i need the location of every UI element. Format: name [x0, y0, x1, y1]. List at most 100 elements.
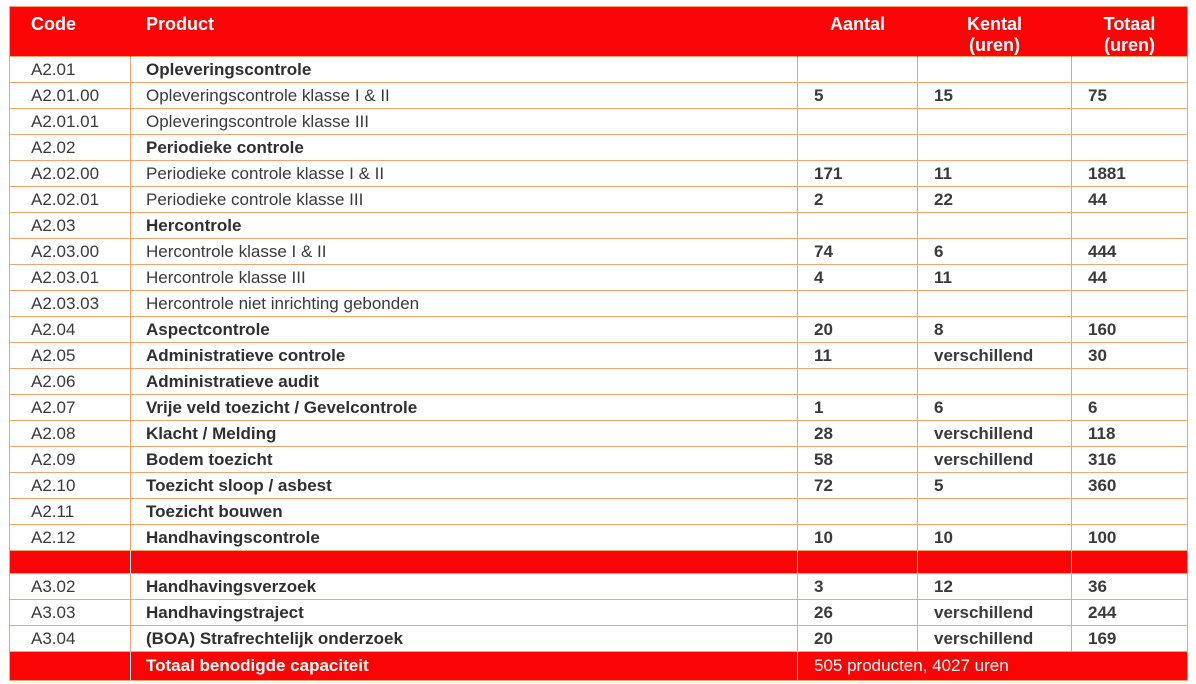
separator-cell: [131, 551, 798, 574]
table-row: A2.05 Administratieve controle 11 versch…: [10, 343, 1187, 369]
cell-kental: [918, 57, 1072, 83]
cell-totaal: 118: [1072, 421, 1187, 447]
cell-totaal: [1072, 109, 1187, 135]
col-header-totaal-unit: (uren): [1104, 35, 1155, 55]
table-row: A2.06 Administratieve audit: [10, 369, 1187, 395]
table-row: A2.11 Toezicht bouwen: [10, 499, 1187, 525]
cell-kental: verschillend: [918, 447, 1072, 473]
cell-aantal: 3: [798, 574, 918, 600]
cell-code: A2.03: [10, 213, 131, 239]
cell-totaal: 169: [1072, 626, 1187, 652]
cell-kental: 5: [918, 473, 1072, 499]
capacity-table: Code Product Aantal Kental (uren) Totaal…: [9, 6, 1188, 681]
cell-kental: 15: [918, 83, 1072, 109]
total-row-value: 505 producten, 4027 uren: [798, 652, 1187, 680]
cell-kental: verschillend: [918, 600, 1072, 626]
table-row: A3.02 Handhavingsverzoek 3 12 36: [10, 574, 1187, 600]
col-header-code: Code: [10, 7, 131, 57]
cell-product: Hercontrole klasse III: [131, 265, 798, 291]
cell-product: Opleveringscontrole klasse I & II: [131, 83, 798, 109]
cell-product: Administratieve controle: [131, 343, 798, 369]
total-row-label: Totaal benodigde capaciteit: [131, 652, 798, 680]
table-row: A2.08 Klacht / Melding 28 verschillend 1…: [10, 421, 1187, 447]
cell-aantal: 20: [798, 317, 918, 343]
table-row: A2.03.01 Hercontrole klasse III 4 11 44: [10, 265, 1187, 291]
cell-totaal: 75: [1072, 83, 1187, 109]
cell-totaal: [1072, 135, 1187, 161]
col-header-totaal: Totaal (uren): [1072, 7, 1187, 57]
cell-product: Periodieke controle: [131, 135, 798, 161]
cell-product: Handhavingscontrole: [131, 525, 798, 551]
cell-code: A2.04: [10, 317, 131, 343]
cell-code: A3.02: [10, 574, 131, 600]
cell-totaal: [1072, 57, 1187, 83]
cell-totaal: 100: [1072, 525, 1187, 551]
cell-code: A2.01.00: [10, 83, 131, 109]
cell-totaal: 36: [1072, 574, 1187, 600]
cell-product: Toezicht bouwen: [131, 499, 798, 525]
cell-totaal: 44: [1072, 265, 1187, 291]
cell-code: A3.03: [10, 600, 131, 626]
cell-product: (BOA) Strafrechtelijk onderzoek: [131, 626, 798, 652]
table-row: A2.02.01 Periodieke controle klasse III …: [10, 187, 1187, 213]
cell-product: Handhavingstraject: [131, 600, 798, 626]
cell-product: Handhavingsverzoek: [131, 574, 798, 600]
cell-kental: [918, 369, 1072, 395]
cell-totaal: 6: [1072, 395, 1187, 421]
cell-product: Hercontrole klasse I & II: [131, 239, 798, 265]
separator-cell: [10, 551, 131, 574]
total-row: Totaal benodigde capaciteit 505 producte…: [10, 652, 1187, 680]
table-row: A2.03.03 Hercontrole niet inrichting geb…: [10, 291, 1187, 317]
cell-aantal: [798, 369, 918, 395]
cell-code: A2.08: [10, 421, 131, 447]
cell-totaal: [1072, 213, 1187, 239]
cell-kental: [918, 499, 1072, 525]
cell-aantal: 58: [798, 447, 918, 473]
separator-row: [10, 551, 1187, 574]
cell-code: A2.03.01: [10, 265, 131, 291]
cell-kental: verschillend: [918, 626, 1072, 652]
cell-aantal: 26: [798, 600, 918, 626]
cell-product: Bodem toezicht: [131, 447, 798, 473]
col-header-totaal-label: Totaal: [1103, 14, 1156, 34]
cell-code: A2.02: [10, 135, 131, 161]
cell-code: A2.09: [10, 447, 131, 473]
col-header-kental: Kental (uren): [918, 7, 1072, 57]
cell-totaal: [1072, 499, 1187, 525]
cell-aantal: 5: [798, 83, 918, 109]
cell-aantal: [798, 291, 918, 317]
cell-product: Hercontrole niet inrichting gebonden: [131, 291, 798, 317]
cell-totaal: 244: [1072, 600, 1187, 626]
cell-totaal: 1881: [1072, 161, 1187, 187]
cell-aantal: 4: [798, 265, 918, 291]
table-row: A2.03 Hercontrole: [10, 213, 1187, 239]
cell-code: A2.06: [10, 369, 131, 395]
cell-kental: 6: [918, 395, 1072, 421]
table-row: A2.12 Handhavingscontrole 10 10 100: [10, 525, 1187, 551]
cell-product: Klacht / Melding: [131, 421, 798, 447]
cell-totaal: [1072, 369, 1187, 395]
col-header-aantal: Aantal: [798, 7, 918, 57]
cell-kental: [918, 291, 1072, 317]
cell-totaal: 160: [1072, 317, 1187, 343]
cell-code: A2.01.01: [10, 109, 131, 135]
cell-kental: 11: [918, 161, 1072, 187]
table-row: A2.02.00 Periodieke controle klasse I & …: [10, 161, 1187, 187]
cell-product: Hercontrole: [131, 213, 798, 239]
cell-totaal: [1072, 291, 1187, 317]
table-row: A2.01 Opleveringscontrole: [10, 57, 1187, 83]
table-row: A2.01.00 Opleveringscontrole klasse I & …: [10, 83, 1187, 109]
cell-code: A2.10: [10, 473, 131, 499]
cell-kental: 8: [918, 317, 1072, 343]
cell-totaal: 44: [1072, 187, 1187, 213]
cell-kental: [918, 213, 1072, 239]
cell-aantal: 11: [798, 343, 918, 369]
cell-code: A2.11: [10, 499, 131, 525]
cell-product: Periodieke controle klasse I & II: [131, 161, 798, 187]
cell-aantal: [798, 499, 918, 525]
cell-code: A2.03.03: [10, 291, 131, 317]
table-row: A2.01.01 Opleveringscontrole klasse III: [10, 109, 1187, 135]
cell-kental: 12: [918, 574, 1072, 600]
cell-product: Vrije veld toezicht / Gevelcontrole: [131, 395, 798, 421]
cell-kental: [918, 109, 1072, 135]
